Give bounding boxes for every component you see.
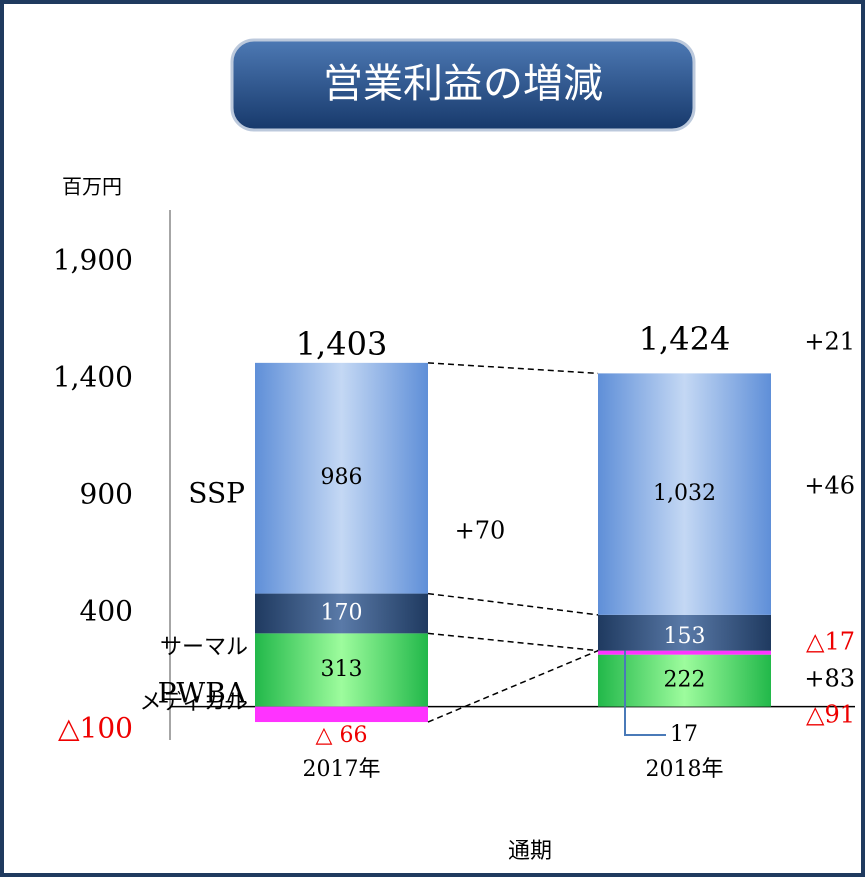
connector xyxy=(427,649,599,723)
bar-segment xyxy=(598,373,771,615)
series-label: SSP xyxy=(188,477,245,510)
callout xyxy=(624,650,666,736)
series-label: メディカル xyxy=(140,690,248,715)
bar-segment xyxy=(598,654,771,707)
bar-segment xyxy=(255,706,428,723)
y-tick-label: 1,400 xyxy=(53,361,133,394)
connector xyxy=(427,592,599,616)
series-label: PWBA xyxy=(158,677,247,710)
title-box xyxy=(230,38,696,132)
y-tick-label: 900 xyxy=(80,478,133,511)
data-label: △ 66 xyxy=(316,723,368,748)
y-tick-label: 400 xyxy=(80,595,133,628)
data-label: 1,032 xyxy=(653,481,716,506)
x-tick-label: 2018年 xyxy=(646,757,724,782)
bar-segment xyxy=(598,650,771,655)
annotation: +70 xyxy=(455,517,506,545)
bar-segment xyxy=(255,362,428,594)
data-label: 170 xyxy=(321,600,363,625)
bar-segment xyxy=(255,593,428,634)
connector xyxy=(427,632,599,652)
annotation: △17 xyxy=(806,628,855,656)
annotation: +46 xyxy=(804,472,855,500)
y-unit: 百万円 xyxy=(62,175,122,199)
bar-segment xyxy=(255,633,428,707)
annotation: △91 xyxy=(806,701,855,729)
y-tick-label: 1,900 xyxy=(53,244,133,277)
x-tick-label: 2017年 xyxy=(303,757,381,782)
data-label: 222 xyxy=(664,668,706,693)
data-label: 153 xyxy=(664,624,706,649)
bar-segment xyxy=(598,614,771,651)
annotation: +83 xyxy=(804,665,855,693)
connector xyxy=(427,362,599,375)
y-tick-label: △100 xyxy=(58,712,133,745)
data-label: 17 xyxy=(670,722,698,747)
chart-title: 営業利益の増減 xyxy=(323,61,603,107)
data-label: 313 xyxy=(321,657,363,682)
total-label: 1,403 xyxy=(296,325,388,363)
series-label: サーマル xyxy=(160,635,248,660)
annotation: +21 xyxy=(804,328,855,356)
x-axis-label: 通期 xyxy=(508,839,552,864)
data-label: 986 xyxy=(321,465,363,490)
total-label: 1,424 xyxy=(639,320,731,358)
